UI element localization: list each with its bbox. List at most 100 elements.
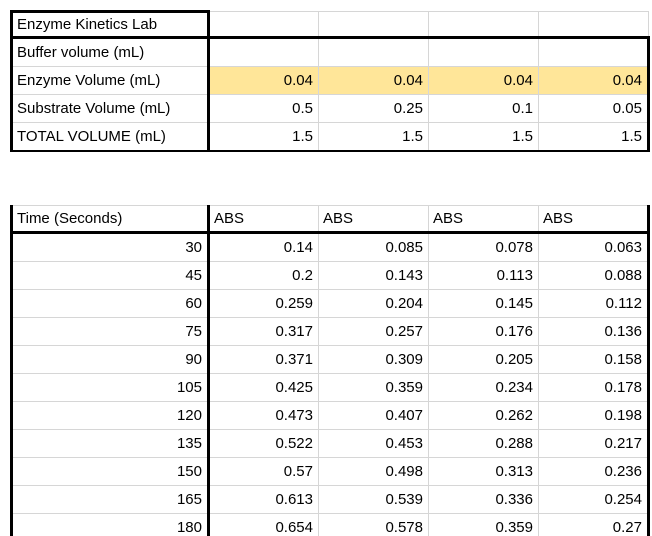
absorbance-table-row: 150 0.57 0.498 0.313 0.236 bbox=[10, 457, 650, 486]
abs-value-cell[interactable]: 0.085 bbox=[318, 232, 429, 262]
abs-value-cell[interactable]: 0.078 bbox=[428, 232, 539, 262]
abs-value-cell[interactable]: 0.112 bbox=[538, 289, 650, 318]
value-cell[interactable] bbox=[428, 11, 539, 39]
value-cell[interactable] bbox=[538, 37, 650, 67]
row-label-cell[interactable]: Buffer volume (mL) bbox=[10, 37, 210, 67]
abs-header-cell[interactable]: ABS bbox=[538, 205, 650, 234]
abs-value-cell[interactable]: 0.234 bbox=[428, 373, 539, 402]
time-cell[interactable]: 120 bbox=[10, 401, 210, 430]
absorbance-readings-table: Time (Seconds) ABS ABS ABS ABS 30 0.14 0.0… bbox=[10, 205, 650, 536]
value-cell[interactable]: 0.5 bbox=[208, 94, 319, 123]
value-cell[interactable]: 0.04 bbox=[208, 66, 319, 95]
value-cell[interactable]: 1.5 bbox=[538, 122, 650, 152]
abs-value-cell[interactable]: 0.2 bbox=[208, 261, 319, 290]
abs-value-cell[interactable]: 0.371 bbox=[208, 345, 319, 374]
abs-value-cell[interactable]: 0.176 bbox=[428, 317, 539, 346]
abs-value-cell[interactable]: 0.522 bbox=[208, 429, 319, 458]
abs-value-cell[interactable]: 0.113 bbox=[428, 261, 539, 290]
abs-value-cell[interactable]: 0.407 bbox=[318, 401, 429, 430]
absorbance-table-row: 60 0.259 0.204 0.145 0.112 bbox=[10, 289, 650, 318]
abs-value-cell[interactable]: 0.309 bbox=[318, 345, 429, 374]
abs-value-cell[interactable]: 0.57 bbox=[208, 457, 319, 486]
abs-value-cell[interactable]: 0.257 bbox=[318, 317, 429, 346]
row-label-cell[interactable]: Enzyme Volume (mL) bbox=[10, 66, 210, 95]
value-cell[interactable] bbox=[428, 37, 539, 67]
abs-value-cell[interactable]: 0.236 bbox=[538, 457, 650, 486]
abs-value-cell[interactable]: 0.498 bbox=[318, 457, 429, 486]
abs-value-cell[interactable]: 0.425 bbox=[208, 373, 319, 402]
abs-value-cell[interactable]: 0.288 bbox=[428, 429, 539, 458]
time-cell[interactable]: 90 bbox=[10, 345, 210, 374]
abs-value-cell[interactable]: 0.336 bbox=[428, 485, 539, 514]
time-cell[interactable]: 30 bbox=[10, 232, 210, 262]
time-cell[interactable]: 45 bbox=[10, 261, 210, 290]
abs-header-cell[interactable]: ABS bbox=[428, 205, 539, 234]
abs-value-cell[interactable]: 0.136 bbox=[538, 317, 650, 346]
absorbance-table-row: 180 0.654 0.578 0.359 0.27 bbox=[10, 513, 650, 536]
row-label-cell[interactable]: Enzyme Kinetics Lab bbox=[10, 10, 210, 39]
abs-value-cell[interactable]: 0.198 bbox=[538, 401, 650, 430]
abs-value-cell[interactable]: 0.088 bbox=[538, 261, 650, 290]
abs-value-cell[interactable]: 0.317 bbox=[208, 317, 319, 346]
value-cell[interactable]: 0.04 bbox=[318, 66, 429, 95]
absorbance-table-row: 90 0.371 0.309 0.205 0.158 bbox=[10, 345, 650, 374]
time-cell[interactable]: 165 bbox=[10, 485, 210, 514]
time-cell[interactable]: 135 bbox=[10, 429, 210, 458]
mixture-table-row: Substrate Volume (mL) 0.5 0.25 0.1 0.05 bbox=[10, 94, 650, 123]
time-cell[interactable]: 105 bbox=[10, 373, 210, 402]
abs-value-cell[interactable]: 0.578 bbox=[318, 513, 429, 536]
abs-value-cell[interactable]: 0.145 bbox=[428, 289, 539, 318]
value-cell[interactable]: 1.5 bbox=[428, 122, 539, 152]
value-cell[interactable] bbox=[318, 11, 429, 39]
row-label-cell[interactable]: TOTAL VOLUME (mL) bbox=[10, 122, 210, 152]
abs-value-cell[interactable]: 0.204 bbox=[318, 289, 429, 318]
abs-value-cell[interactable]: 0.313 bbox=[428, 457, 539, 486]
value-cell[interactable]: 1.5 bbox=[318, 122, 429, 152]
abs-value-cell[interactable]: 0.178 bbox=[538, 373, 650, 402]
value-cell[interactable] bbox=[318, 37, 429, 67]
abs-header-cell[interactable]: ABS bbox=[318, 205, 429, 234]
time-cell[interactable]: 60 bbox=[10, 289, 210, 318]
absorbance-table-row: 165 0.613 0.539 0.336 0.254 bbox=[10, 485, 650, 514]
value-cell[interactable] bbox=[538, 11, 649, 39]
value-cell[interactable]: 0.25 bbox=[318, 94, 429, 123]
abs-value-cell[interactable]: 0.262 bbox=[428, 401, 539, 430]
mixture-table-row: TOTAL VOLUME (mL) 1.5 1.5 1.5 1.5 bbox=[10, 122, 650, 152]
abs-value-cell[interactable]: 0.063 bbox=[538, 232, 650, 262]
abs-value-cell[interactable]: 0.259 bbox=[208, 289, 319, 318]
abs-value-cell[interactable]: 0.473 bbox=[208, 401, 319, 430]
abs-value-cell[interactable]: 0.453 bbox=[318, 429, 429, 458]
abs-value-cell[interactable]: 0.27 bbox=[538, 513, 650, 536]
row-label-cell[interactable]: Substrate Volume (mL) bbox=[10, 94, 210, 123]
value-cell[interactable]: 0.1 bbox=[428, 94, 539, 123]
time-cell[interactable]: 150 bbox=[10, 457, 210, 486]
abs-value-cell[interactable]: 0.359 bbox=[318, 373, 429, 402]
abs-value-cell[interactable]: 0.217 bbox=[538, 429, 650, 458]
abs-value-cell[interactable]: 0.143 bbox=[318, 261, 429, 290]
mixture-table-row: Enzyme Volume (mL) 0.04 0.04 0.04 0.04 bbox=[10, 66, 650, 95]
value-cell[interactable] bbox=[208, 11, 319, 39]
mixture-table-row: Enzyme Kinetics Lab bbox=[10, 10, 649, 39]
mixture-table-row: Buffer volume (mL) bbox=[10, 37, 650, 67]
abs-value-cell[interactable]: 0.539 bbox=[318, 485, 429, 514]
time-header-cell[interactable]: Time (Seconds) bbox=[10, 205, 210, 234]
abs-header-cell[interactable]: ABS bbox=[208, 205, 319, 234]
abs-value-cell[interactable]: 0.158 bbox=[538, 345, 650, 374]
time-cell[interactable]: 75 bbox=[10, 317, 210, 346]
absorbance-table-row: 120 0.473 0.407 0.262 0.198 bbox=[10, 401, 650, 430]
value-cell[interactable]: 1.5 bbox=[208, 122, 319, 152]
abs-value-cell[interactable]: 0.254 bbox=[538, 485, 650, 514]
value-cell[interactable]: 0.04 bbox=[538, 66, 650, 95]
time-cell[interactable]: 180 bbox=[10, 513, 210, 536]
abs-value-cell[interactable]: 0.359 bbox=[428, 513, 539, 536]
value-cell[interactable]: 0.04 bbox=[428, 66, 539, 95]
abs-value-cell[interactable]: 0.205 bbox=[428, 345, 539, 374]
value-cell[interactable] bbox=[208, 37, 319, 67]
absorbance-table-row: 30 0.14 0.085 0.078 0.063 bbox=[10, 232, 650, 262]
absorbance-table-row: 135 0.522 0.453 0.288 0.217 bbox=[10, 429, 650, 458]
abs-value-cell[interactable]: 0.654 bbox=[208, 513, 319, 536]
abs-value-cell[interactable]: 0.14 bbox=[208, 232, 319, 262]
abs-value-cell[interactable]: 0.613 bbox=[208, 485, 319, 514]
value-cell[interactable]: 0.05 bbox=[538, 94, 650, 123]
